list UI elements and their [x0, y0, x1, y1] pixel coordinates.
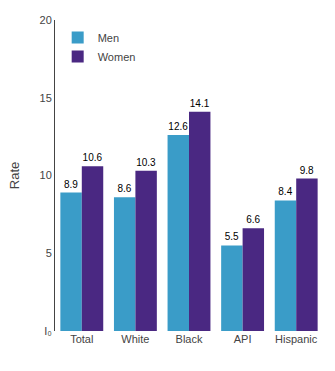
svg-text:20: 20: [40, 14, 52, 26]
svg-text:8.6: 8.6: [118, 183, 132, 194]
svg-text:9.8: 9.8: [300, 165, 314, 176]
svg-text:Hispanic: Hispanic: [275, 333, 318, 345]
svg-text:Women: Women: [98, 51, 136, 63]
svg-text:White: White: [121, 333, 149, 345]
svg-text:10: 10: [40, 169, 52, 181]
svg-text:12.6: 12.6: [168, 121, 188, 132]
svg-text:5.5: 5.5: [225, 231, 239, 242]
svg-text:Total: Total: [70, 333, 93, 345]
svg-text:14.1: 14.1: [190, 98, 210, 109]
svg-text:10.3: 10.3: [136, 157, 156, 168]
svg-text:15: 15: [40, 92, 52, 104]
svg-text:8.4: 8.4: [278, 186, 292, 197]
svg-text:Black: Black: [176, 333, 203, 345]
svg-text:8.9: 8.9: [64, 179, 78, 190]
svg-text:I₀: I₀: [44, 325, 52, 337]
svg-text:5: 5: [46, 247, 52, 259]
svg-text:API: API: [234, 333, 252, 345]
svg-text:6.6: 6.6: [246, 214, 260, 225]
svg-text:10.6: 10.6: [83, 152, 103, 163]
svg-text:Men: Men: [98, 32, 119, 44]
svg-text:Rate: Rate: [7, 162, 22, 189]
